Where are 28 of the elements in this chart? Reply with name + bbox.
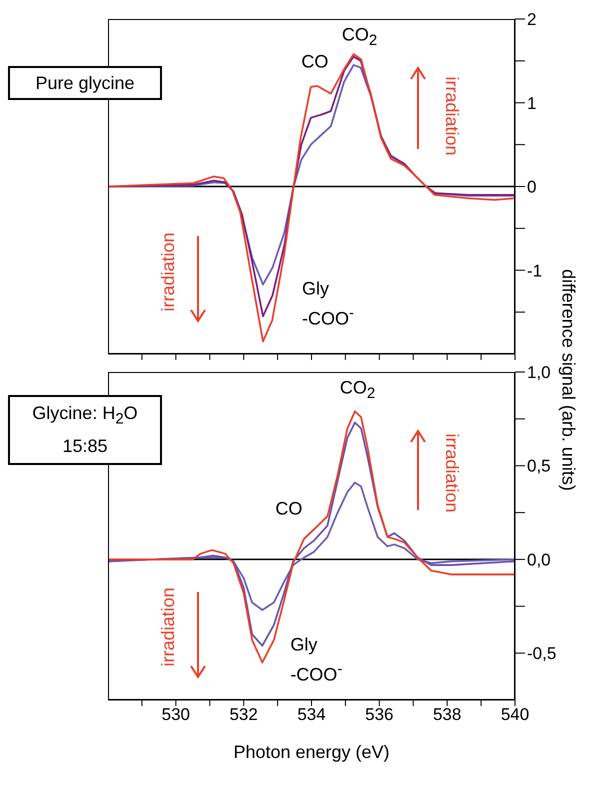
y-tick-label: -1 [527,261,542,280]
y-tick-label: 1 [527,94,536,113]
y-tick-label: 0,5 [527,456,551,476]
y-tick-label: 1,0 [527,363,551,382]
x-tick-label: 540 [500,705,530,724]
annotation: Gly -COO$^{-}$ [290,633,342,686]
annotation: CO$_{2}$ [342,24,378,52]
annotation: irradiation [442,433,462,513]
x-tick-label: 538 [432,705,462,724]
annotation: CO [275,498,302,521]
x-tick-label: 534 [297,705,326,724]
x-tick-label: 530 [162,705,190,724]
y-tick-label: 0,0 [527,550,551,570]
annotation: Gly -COO$^{-}$ [302,278,354,331]
x-tick-label: 536 [365,705,394,724]
x-axis-title: Photon energy (eV) [233,742,390,762]
annotation: irradiation [158,587,178,667]
x-tick-label: 532 [229,705,258,724]
annotation: Glycine: H$_{2}$O 15:85 [32,402,138,458]
annotation: CO$_{2}$ [340,376,376,404]
y-tick-label: -0,5 [527,644,556,664]
annotation: Pure glycine [35,72,135,95]
y-axis-title: difference signal (arb. units) [558,269,578,491]
annotation: irradiation [442,76,462,156]
annotation: irradiation [158,232,178,312]
annotation: CO [301,50,328,74]
y-tick-label: 0 [527,178,536,197]
y-tick-label: 2 [527,10,536,30]
